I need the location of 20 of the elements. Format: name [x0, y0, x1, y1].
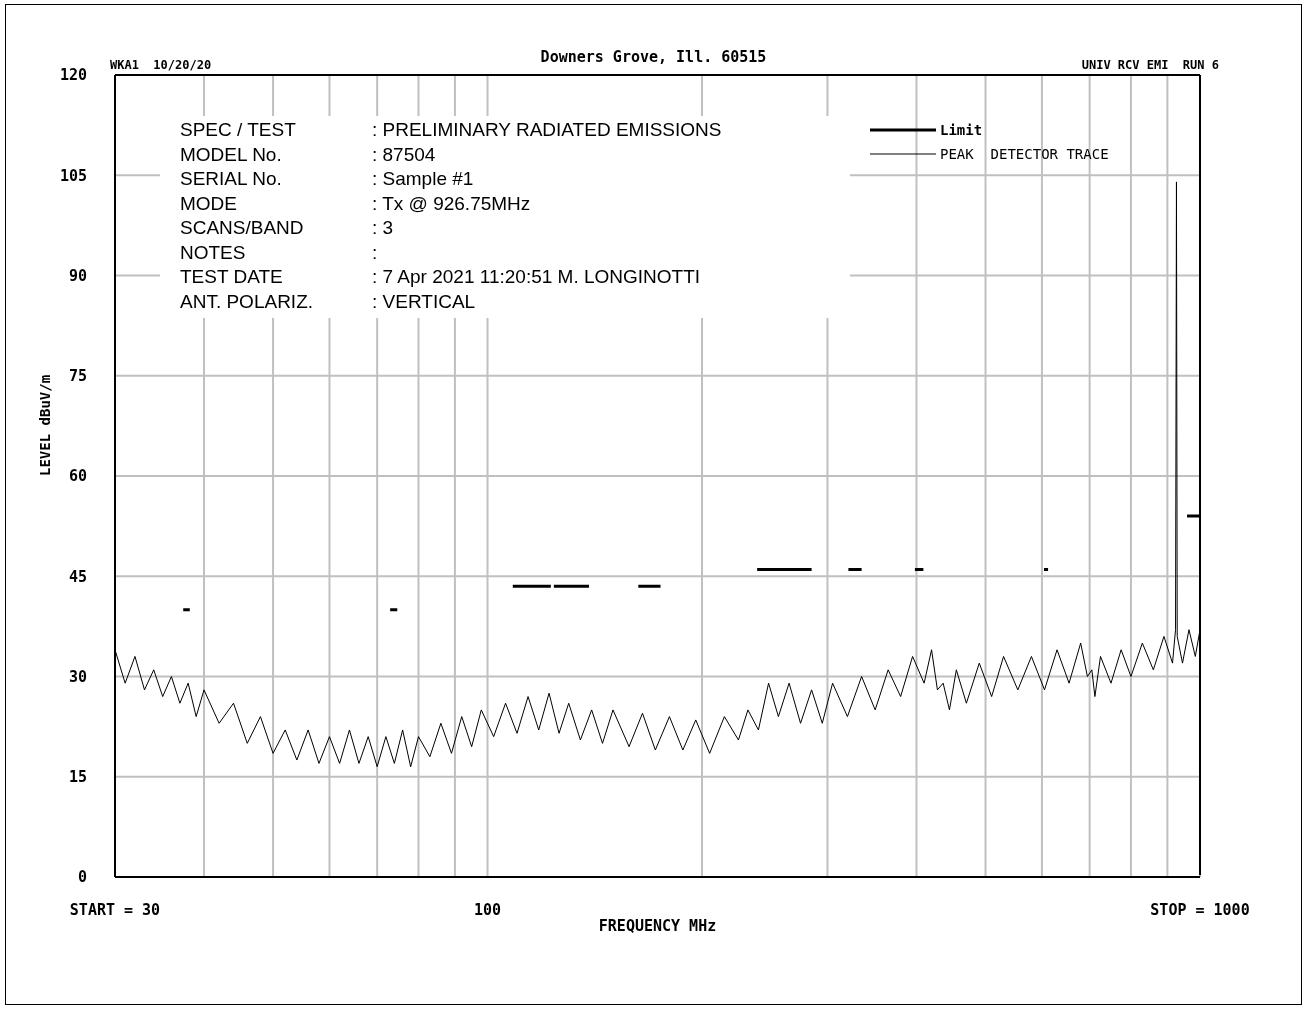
text: UNIV RCV EMI RUN 6	[1081, 58, 1219, 72]
chart-subtitle: Downers Grove, Ill. 60515	[540, 48, 767, 66]
y-tick-label: 30	[68, 667, 87, 686]
legend-label: PEAK DETECTOR TRACE	[940, 146, 1109, 162]
y-tick-label: 0	[77, 868, 87, 887]
y-tick-label: 105	[59, 166, 87, 185]
x-axis-title: FREQUENCY MHz	[598, 917, 717, 935]
y-axis-title: LEVEL dBuV/m	[36, 374, 53, 476]
y-tick-label: 60	[68, 467, 87, 486]
legend-label: Limit	[940, 122, 983, 138]
y-tick-label: 75	[68, 367, 87, 386]
y-tick-label: 15	[68, 768, 87, 787]
y-tick-label: 90	[68, 266, 87, 285]
text: WKA1 10/20/20	[110, 58, 212, 72]
y-tick-label: 120	[59, 66, 87, 85]
info-panel: SPEC / TEST : PRELIMINARY RADIATED EMISSIONS MODEL No. : 87504 SERIAL No. : Sample #1 MODE : Tx @ 926.75MHz SCANS/BAND : 3 NOTES : TEST DATE : 7 Apr 2021 11:20:51 M. LONGINOTTI ANT. POLARIZ. : VERTICAL	[160, 116, 850, 318]
x-tick-label: 100	[473, 901, 502, 919]
y-tick-label: 45	[68, 567, 87, 586]
x-tick-label: STOP = 1000	[1150, 901, 1250, 919]
x-tick-label: START = 30	[69, 901, 161, 919]
